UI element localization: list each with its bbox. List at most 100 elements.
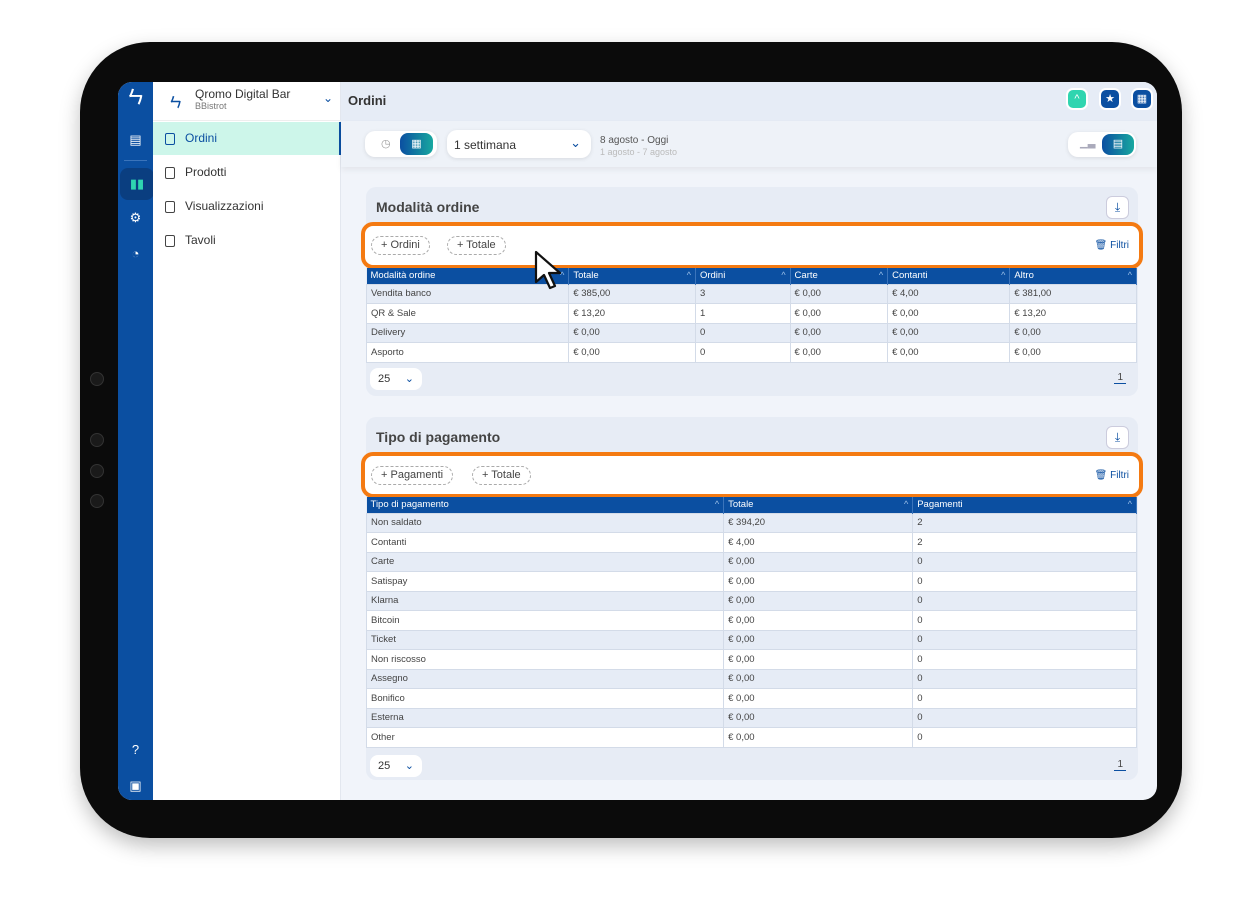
- chevron-up-button[interactable]: ^: [1066, 88, 1088, 110]
- column-header[interactable]: Tipo di pagamento: [366, 497, 725, 513]
- table-cell: € 0,00: [723, 727, 914, 748]
- metric-chip-bar: + Pagamenti + Totale 🗑 Filtri: [361, 452, 1143, 498]
- table-cell: 0: [912, 649, 1137, 670]
- trash-icon: 🗑: [1094, 240, 1108, 251]
- table-cell: € 394,20: [723, 512, 914, 533]
- table-row: Other € 0,00 0: [365, 727, 1137, 748]
- pie-icon[interactable]: ◔: [131, 246, 140, 261]
- table-row: Bonifico € 0,00 0: [365, 688, 1137, 709]
- filters-button[interactable]: 🗑 Filtri: [1094, 240, 1129, 251]
- table-header-row: Tipo di pagamentoTotalePagamenti: [366, 497, 1137, 513]
- column-header[interactable]: Ordini: [695, 268, 791, 284]
- add-pagamenti-chip[interactable]: + Pagamenti: [371, 466, 454, 485]
- table-cell: Carte: [365, 551, 725, 572]
- clock-icon[interactable]: ◷: [381, 138, 391, 150]
- device-button: [90, 372, 104, 386]
- filters-button[interactable]: 🗑 Filtri: [1094, 470, 1129, 481]
- sidebar-item-prodotti[interactable]: Prodotti: [153, 156, 341, 189]
- table-cell: € 0,00: [723, 590, 914, 611]
- download-button[interactable]: ⤓: [1106, 426, 1129, 449]
- sidebar-item-tavoli[interactable]: Tavoli: [153, 224, 341, 257]
- column-header[interactable]: Totale: [568, 268, 696, 284]
- document-icon: [165, 133, 175, 145]
- add-ordini-chip[interactable]: + Ordini: [371, 236, 430, 255]
- sidebar-item-ordini[interactable]: Ordini: [153, 122, 341, 155]
- table-icon[interactable]: ▤: [1102, 134, 1134, 155]
- table-row: Non saldato € 394,20 2: [365, 512, 1137, 533]
- table-cell: 0: [912, 590, 1137, 611]
- receipt-icon[interactable]: ▤: [129, 132, 142, 147]
- table-row: Carte € 0,00 0: [365, 551, 1137, 572]
- sidebar-item-visualizzazioni[interactable]: Visualizzazioni: [153, 190, 341, 223]
- venue-selector[interactable]: ㄣ Qromo Digital Bar BBistrot ⌄: [153, 82, 341, 121]
- help-icon[interactable]: ?: [131, 742, 140, 757]
- star-button[interactable]: ★: [1099, 88, 1121, 110]
- table-cell: € 0,00: [723, 668, 914, 689]
- table-cell: 0: [912, 727, 1137, 748]
- download-button[interactable]: ⤓: [1106, 196, 1129, 219]
- period-select[interactable]: 1 settimana ⌄: [447, 130, 591, 158]
- column-header[interactable]: Contanti: [887, 268, 1011, 284]
- column-header[interactable]: Totale: [723, 497, 914, 513]
- table-cell: 0: [912, 571, 1137, 592]
- table-cell: Asporto: [365, 342, 570, 363]
- table-cell: € 385,00: [568, 283, 696, 304]
- table-cell: € 381,00: [1009, 283, 1137, 304]
- top-bar: Ordini ^ ★ ▦: [341, 82, 1157, 121]
- table-row: Non riscosso € 0,00 0: [365, 649, 1137, 670]
- table-cell: Assegno: [365, 668, 725, 689]
- column-header[interactable]: Modalità ordine: [366, 268, 570, 284]
- table-cell: Contanti: [365, 532, 725, 553]
- table-cell: 0: [912, 707, 1137, 728]
- add-totale-chip[interactable]: + Totale: [472, 466, 531, 485]
- venue-subtitle: BBistrot: [195, 101, 227, 111]
- brand-logo-icon: ㄣ: [169, 95, 183, 110]
- icon-rail: ㄣ ▤ ▮▮ ⚙ ◔ ? ▣: [118, 82, 154, 800]
- time-mode-toggle[interactable]: ◷ ▦: [365, 131, 437, 157]
- table-cell: € 0,00: [1009, 322, 1137, 343]
- table-cell: € 0,00: [789, 303, 889, 324]
- table-row: Delivery € 0,00 0 € 0,00 € 0,00 € 0,00: [365, 322, 1137, 343]
- page-number[interactable]: 1: [1114, 759, 1126, 771]
- page-number[interactable]: 1: [1114, 372, 1126, 384]
- page-size-select[interactable]: 25 ⌄: [370, 368, 422, 390]
- table-cell: € 0,00: [789, 283, 889, 304]
- calendar-button[interactable]: ▦: [1131, 88, 1153, 110]
- table-cell: € 0,00: [723, 610, 914, 631]
- monitor-icon[interactable]: ▣: [129, 778, 142, 793]
- gear-icon[interactable]: ⚙: [129, 210, 142, 225]
- app-screen: ㄣ ▤ ▮▮ ⚙ ◔ ? ▣ ㄣ Qromo Digital Bar BBist…: [118, 82, 1157, 800]
- column-header[interactable]: Carte: [790, 268, 889, 284]
- table-cell: € 0,00: [789, 322, 889, 343]
- table-row: Bitcoin € 0,00 0: [365, 610, 1137, 631]
- sidebar-item-label: Prodotti: [185, 165, 227, 179]
- page-size-select[interactable]: 25 ⌄: [370, 755, 422, 777]
- orders-mode-table: Modalità ordineTotaleOrdiniCarteContanti…: [365, 268, 1137, 363]
- card-title: Tipo di pagamento: [376, 429, 501, 445]
- column-header[interactable]: Pagamenti: [912, 497, 1137, 513]
- table-cell: Delivery: [365, 322, 570, 343]
- calendar-icon[interactable]: ▦: [400, 133, 433, 155]
- table-cell: Bonifico: [365, 688, 725, 709]
- column-header[interactable]: Altro: [1009, 268, 1137, 284]
- table-cell: € 13,20: [568, 303, 696, 324]
- bar-chart-icon[interactable]: ▁▃: [1080, 138, 1096, 149]
- table-cell: € 0,00: [568, 342, 696, 363]
- date-range: 8 agosto - Oggi: [600, 135, 669, 146]
- table-cell: Non saldato: [365, 512, 725, 533]
- view-toggle[interactable]: ▁▃ ▤: [1068, 132, 1136, 157]
- box-icon: [165, 167, 175, 179]
- add-totale-chip[interactable]: + Totale: [447, 236, 506, 255]
- table-cell: Satispay: [365, 571, 725, 592]
- table-cell: € 0,00: [568, 322, 696, 343]
- table-cell: 0: [912, 688, 1137, 709]
- table-cell: Ticket: [365, 629, 725, 650]
- table-cell: 0: [912, 629, 1137, 650]
- table-cell: € 0,00: [723, 649, 914, 670]
- table-row: Contanti € 4,00 2: [365, 532, 1137, 553]
- device-button: [90, 433, 104, 447]
- table-cell: 0: [912, 551, 1137, 572]
- chart-icon[interactable]: ▮▮: [120, 168, 154, 200]
- table-cell: Esterna: [365, 707, 725, 728]
- table-cell: 0: [694, 322, 791, 343]
